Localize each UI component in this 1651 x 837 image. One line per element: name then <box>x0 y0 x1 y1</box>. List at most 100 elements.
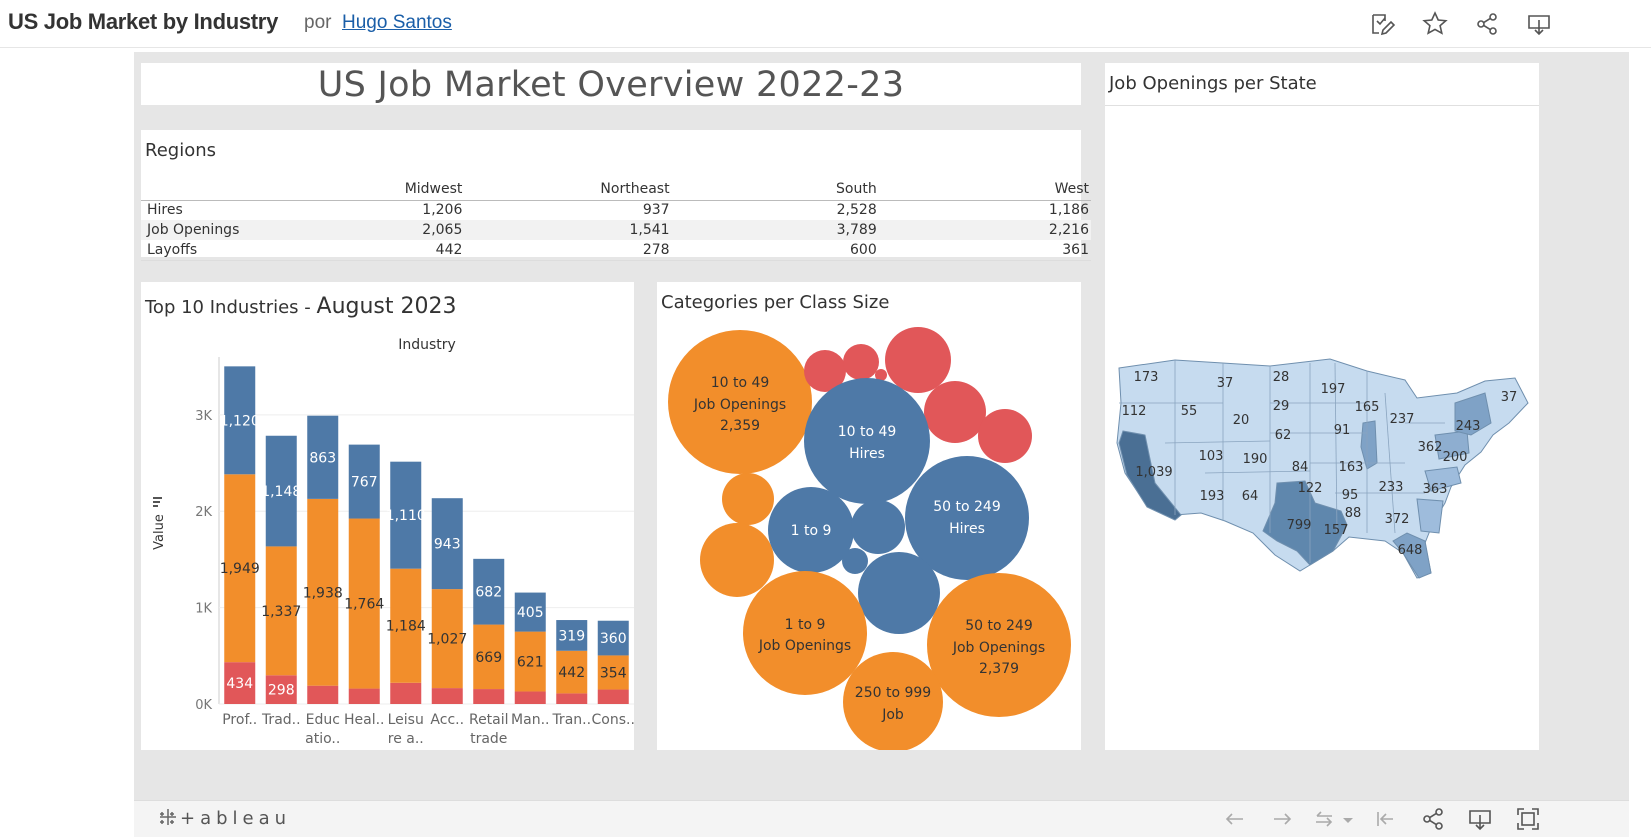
x-tick-label[interactable]: re a.. <box>388 731 424 747</box>
share-icon[interactable] <box>1419 805 1447 833</box>
tableau-logo: +ableau <box>158 807 291 829</box>
table-row[interactable]: Layoffs 442 278 600 361 <box>141 240 1091 261</box>
download-icon[interactable] <box>1466 805 1494 833</box>
revert-icon[interactable] <box>1310 805 1338 833</box>
bar-segment-job-openings[interactable] <box>431 589 463 689</box>
bar-segment-layoffs[interactable] <box>265 675 297 704</box>
bar-segment-job-openings[interactable] <box>307 498 339 686</box>
us-choropleth-map[interactable]: 173 37 28 197 112 55 29 165 37 20 62 91 … <box>1105 63 1539 750</box>
x-tick-label[interactable]: Trad.. <box>261 712 301 728</box>
map-state-ca[interactable] <box>1118 430 1182 521</box>
bubble-10-49-hires[interactable] <box>804 378 930 504</box>
bubble-label: 10 to 49 <box>838 424 897 440</box>
bar-segment-layoffs[interactable] <box>390 682 422 704</box>
map-state-nc[interactable] <box>1424 466 1462 492</box>
bar-segment-layoffs[interactable] <box>514 691 546 704</box>
x-tick-label[interactable]: Cons.. <box>592 712 634 728</box>
fullscreen-icon[interactable] <box>1514 805 1542 833</box>
bar-segment-hires[interactable] <box>514 592 546 632</box>
bubble[interactable] <box>842 548 868 574</box>
bar-segment-layoffs[interactable] <box>597 689 629 704</box>
x-tick-label[interactable]: Educ <box>306 712 340 728</box>
bar-value-label: 621 <box>517 655 544 671</box>
class-size-panel[interactable]: Categories per Class Size 10 to 49 Job O… <box>657 282 1081 750</box>
map-panel[interactable]: Job Openings per State <box>1105 63 1539 750</box>
x-tick-label[interactable]: Retail <box>469 712 509 728</box>
bubble-10-49-job-openings[interactable] <box>668 330 812 474</box>
bar-segment-hires[interactable] <box>265 435 297 547</box>
bar-segment-job-openings[interactable] <box>597 655 629 690</box>
bubble[interactable] <box>722 473 774 525</box>
reset-icon[interactable] <box>1371 805 1399 833</box>
bubble-50-249-job-openings[interactable] <box>927 573 1071 717</box>
bar-segment-hires[interactable] <box>348 444 380 519</box>
industries-panel[interactable]: Top 10 Industries - August 2023 Industry… <box>141 282 634 750</box>
bar-segment-hires[interactable] <box>431 498 463 590</box>
bar-segment-job-openings[interactable] <box>348 518 380 689</box>
author-link[interactable]: Hugo Santos <box>342 12 452 33</box>
col-header-midwest: Midwest <box>262 180 465 201</box>
bar-segment-layoffs[interactable] <box>431 688 463 704</box>
map-state-tx[interactable] <box>1262 480 1348 566</box>
bar-segment-job-openings[interactable] <box>224 474 256 663</box>
regions-panel[interactable]: Regions Midwest Northeast South West Hir… <box>141 130 1091 261</box>
bar-segment-job-openings[interactable] <box>556 650 588 694</box>
bubble[interactable] <box>875 369 887 381</box>
bar-segment-job-openings[interactable] <box>514 631 546 692</box>
table-row[interactable]: Hires 1,206 937 2,528 1,186 <box>141 200 1091 220</box>
undo-icon[interactable] <box>1221 805 1249 833</box>
sort-icon[interactable] <box>153 497 162 507</box>
bubble-label: Job <box>881 707 904 723</box>
favorite-star-icon[interactable] <box>1421 10 1449 38</box>
bubble-1-9-job-openings[interactable] <box>743 571 867 695</box>
download-icon[interactable] <box>1525 10 1553 38</box>
workbook-title: US Job Market by Industry <box>8 9 279 34</box>
bar-segment-job-openings[interactable] <box>265 546 297 676</box>
map-state-ga[interactable] <box>1416 498 1444 534</box>
redo-icon[interactable] <box>1268 805 1296 833</box>
bubble[interactable] <box>924 381 986 443</box>
map-state-pa[interactable] <box>1434 430 1470 460</box>
x-tick-label[interactable]: Acc.. <box>430 712 464 728</box>
bar-segment-job-openings[interactable] <box>390 568 422 683</box>
edit-icon[interactable] <box>1368 10 1396 38</box>
x-tick-label[interactable]: trade <box>470 731 507 747</box>
bubble-1-9-hires[interactable] <box>768 487 854 573</box>
bar-segment-layoffs[interactable] <box>473 689 505 704</box>
bubble-250-999-job[interactable] <box>843 652 943 750</box>
bar-segment-hires[interactable] <box>224 366 256 475</box>
bubble[interactable] <box>885 327 951 393</box>
share-icon[interactable] <box>1473 10 1501 38</box>
bar-segment-layoffs[interactable] <box>348 688 380 704</box>
industries-bar-chart[interactable]: Industry Value 0K 1K 2K 3K 434 1,949 1,120 298… <box>141 282 634 750</box>
x-tick-label[interactable]: Man.. <box>511 712 549 728</box>
table-row[interactable]: Job Openings 2,065 1,541 3,789 2,216 <box>141 220 1091 240</box>
bubble[interactable] <box>858 552 940 634</box>
bar-segment-hires[interactable] <box>597 620 629 656</box>
bar-segment-hires[interactable] <box>390 461 422 569</box>
x-tick-label[interactable]: Tran.. <box>551 712 591 728</box>
bubble[interactable] <box>700 523 774 597</box>
bubble[interactable] <box>851 500 905 554</box>
bar-segment-hires[interactable] <box>473 558 505 625</box>
bubble[interactable] <box>804 350 846 392</box>
x-tick-label[interactable]: Leisu <box>388 712 424 728</box>
x-tick-label[interactable]: Prof.. <box>222 712 257 728</box>
map-state-fl[interactable] <box>1392 532 1432 579</box>
bar-segment-hires[interactable] <box>307 415 339 499</box>
bar-segment-layoffs[interactable] <box>224 662 256 704</box>
class-size-bubble-chart[interactable]: 10 to 49 Job Openings 2,359 10 to 49 Hir… <box>657 282 1081 750</box>
bubble[interactable] <box>843 344 879 380</box>
x-tick-label[interactable]: Heal.. <box>344 712 385 728</box>
regions-table[interactable]: Midwest Northeast South West Hires 1,206… <box>141 180 1091 261</box>
revert-dropdown-icon[interactable] <box>1334 805 1353 833</box>
bar-segment-hires[interactable] <box>556 620 588 651</box>
bar-segment-job-openings[interactable] <box>473 624 505 690</box>
bubble[interactable] <box>978 409 1032 463</box>
map-state-ny[interactable] <box>1454 392 1492 436</box>
bar-segment-layoffs[interactable] <box>307 685 339 704</box>
bubble-label: 50 to 249 <box>933 499 1001 515</box>
x-tick-label[interactable]: atio.. <box>305 731 340 747</box>
bubble-50-249-hires[interactable] <box>905 456 1029 580</box>
bar-segment-layoffs[interactable] <box>556 693 588 704</box>
